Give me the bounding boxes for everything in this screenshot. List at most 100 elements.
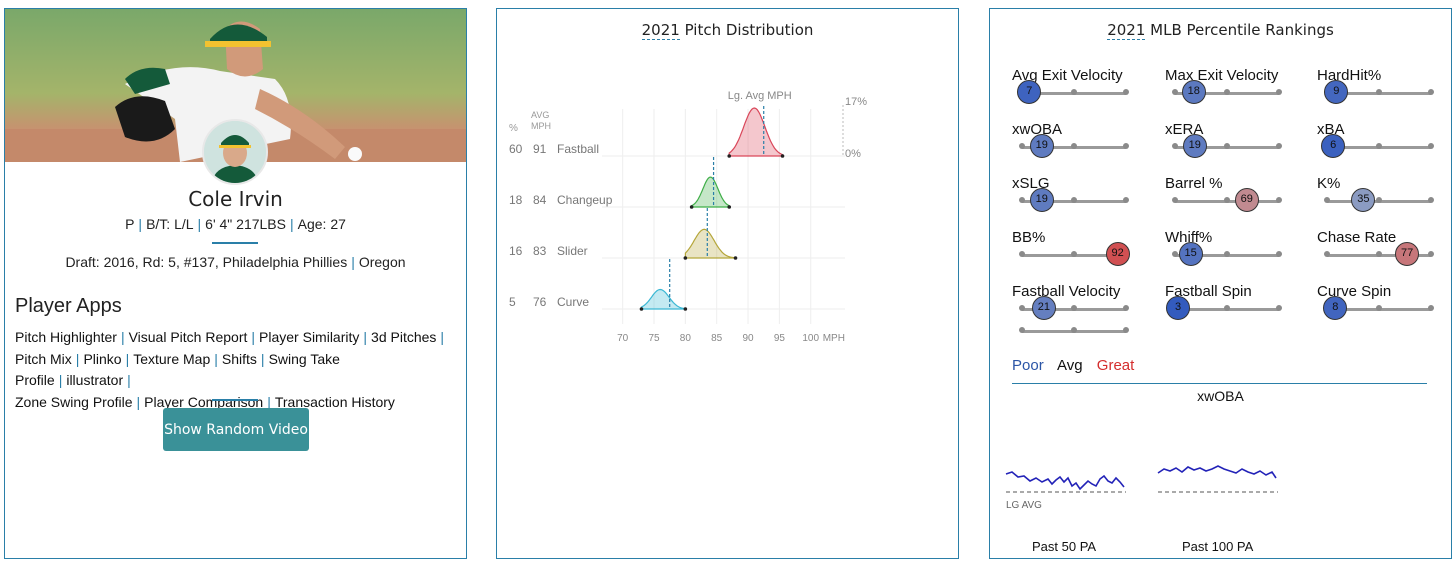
player-bio: P | B/T: L/L | 6' 4" 217LBS | Age: 27 [125, 216, 346, 232]
app-link-player-similarity[interactable]: Player Similarity [259, 329, 360, 345]
x-tick-label: 100 [802, 333, 819, 344]
app-link-visual-pitch-report[interactable]: Visual Pitch Report [128, 329, 248, 345]
percentile-tick [1071, 197, 1077, 203]
player-apps-list: Pitch Highlighter | Visual Pitch Report | Pl… [15, 327, 455, 413]
app-separator: | [136, 393, 141, 410]
percentile-bb-: BB% 92 [1012, 229, 1152, 281]
percentile-tick [1019, 251, 1025, 257]
percentile-fastball-spin: Fastball Spin 3 [1165, 283, 1305, 335]
percentile-xera: xERA 19 [1165, 121, 1305, 173]
percentile-value-dot[interactable]: 77 [1395, 242, 1420, 266]
app-separator: | [125, 350, 130, 367]
percentile-label: xBA [1317, 121, 1345, 138]
app-link-plinko[interactable]: Plinko [83, 350, 122, 367]
percentile-tick [1276, 143, 1282, 149]
percentile-tick [1428, 251, 1434, 257]
percentile-label: Curve Spin [1317, 283, 1392, 300]
pitch-density-curve [640, 288, 686, 310]
percentile-label: Whiff% [1165, 229, 1213, 246]
percentile-value-dot[interactable]: 19 [1182, 134, 1207, 158]
percentile-value-dot[interactable]: 6 [1321, 134, 1346, 158]
pitch-max-point [780, 154, 785, 158]
percentile-label: xERA [1165, 121, 1204, 138]
percentile-value-dot[interactable]: 7 [1017, 80, 1042, 104]
percentile-tick [1376, 89, 1382, 95]
percentile-label: xSLG [1012, 175, 1050, 192]
draft-label: Draft: [65, 254, 100, 270]
percentile-tick [1123, 197, 1129, 203]
app-link-illustrator[interactable]: illustrator [66, 372, 124, 388]
past-100-pa-label: Past 100 PA [1182, 539, 1254, 554]
x-tick-label: 90 [742, 333, 754, 344]
app-link-transaction-history[interactable]: Transaction History [274, 393, 395, 410]
percentile-tick [1376, 143, 1382, 149]
percentile-tick [1428, 305, 1434, 311]
percentile-tick [1172, 89, 1178, 95]
pitch-name: Changeup [557, 193, 613, 207]
app-separator: | [127, 372, 131, 388]
x-tick-label: 70 [617, 333, 629, 344]
percentile-legend: Poor Avg Great [1012, 357, 1144, 374]
percentile-value-dot[interactable]: 3 [1166, 296, 1191, 320]
percentile-value-dot[interactable]: 35 [1351, 188, 1376, 212]
percentile-tick [1123, 305, 1129, 311]
pitch-density-curve [691, 176, 730, 208]
percentile-fastball-velocity: Fastball Velocity 21 [1012, 283, 1152, 335]
app-link-3d-pitches[interactable]: 3d Pitches [371, 329, 437, 345]
percentile-tick [1428, 197, 1434, 203]
pitch-avg-mph: 91 [533, 142, 547, 156]
app-link-swing-take-profile[interactable]: Swing Take Profile [15, 350, 340, 389]
percentile-label: Fastball Spin [1165, 283, 1252, 300]
pitch-year-selector[interactable]: 2021 [641, 21, 680, 40]
percentile-value-dot[interactable]: 21 [1031, 296, 1056, 320]
percentile-year-selector[interactable]: 2021 [1107, 21, 1146, 40]
app-separator: | [260, 350, 265, 367]
app-link-pitch-highlighter[interactable]: Pitch Highlighter [15, 329, 117, 345]
player-age: Age: 27 [297, 216, 346, 232]
percentile-value-dot[interactable]: 92 [1105, 242, 1130, 266]
xwoba-past-50-line [1005, 471, 1125, 491]
pitch-distribution-panel: 2021 Pitch Distribution 60 91 Fastball 18 84… [496, 8, 959, 559]
percentile-value-dot[interactable]: 18 [1181, 80, 1206, 104]
percentile-value-dot[interactable]: 19 [1029, 188, 1054, 212]
percentile-whiff-: Whiff% 15 [1165, 229, 1305, 281]
percentile-value-dot[interactable]: 9 [1324, 80, 1349, 104]
pitch-pct: 5 [509, 295, 516, 309]
x-tick-label: 80 [680, 333, 692, 344]
draft-team: Philadelphia Phillies [222, 254, 348, 270]
percentile-label: Max Exit Velocity [1165, 67, 1279, 84]
xwoba-sparklines: LG AVG [1005, 465, 1278, 511]
percentile-tick [1376, 251, 1382, 257]
pitch-avg-mph: 83 [533, 244, 547, 258]
percentile-barrel-: Barrel % 69 [1165, 175, 1305, 227]
scale-top-label: 17% [845, 96, 867, 108]
percentile-value-dot[interactable]: 69 [1234, 188, 1259, 212]
percentile-label: BB% [1012, 229, 1046, 246]
percentile-label: HardHit% [1317, 67, 1382, 84]
player-height-weight: 6' 4" 217LBS [205, 216, 286, 232]
pitch-name: Slider [557, 244, 588, 258]
show-random-video-button[interactable]: Show Random Video [163, 408, 309, 451]
percentile-tick [1019, 305, 1025, 311]
app-link-texture-map[interactable]: Texture Map [133, 350, 211, 367]
legend-track [1012, 327, 1152, 341]
app-link-zone-swing-profile[interactable]: Zone Swing Profile [15, 393, 133, 410]
pitch-pct: 16 [509, 244, 523, 258]
percentile-value-dot[interactable]: 19 [1029, 134, 1054, 158]
percentile-label: Avg Exit Velocity [1012, 67, 1123, 84]
app-link-pitch-mix[interactable]: Pitch Mix [15, 350, 72, 367]
pitch-distribution-chart: 60 91 Fastball 18 84 Changeup 16 83 Slider 5 76 Cur… [509, 90, 867, 344]
pitch-name: Curve [557, 295, 589, 309]
percentile-value-dot[interactable]: 8 [1323, 296, 1348, 320]
percentile-tick [1071, 305, 1077, 311]
xwoba-title: xwOBA [1197, 388, 1244, 404]
pitch-min-point [639, 307, 644, 311]
percentile-tick [1172, 143, 1178, 149]
percentile-tick [1224, 197, 1230, 203]
percentile-label: xwOBA [1012, 121, 1063, 138]
percentile-tick [1172, 197, 1178, 203]
app-link-player-comparison[interactable]: Player Comparison [144, 393, 264, 410]
app-link-shifts[interactable]: Shifts [221, 350, 257, 367]
player-position: P [125, 216, 135, 232]
percentile-value-dot[interactable]: 15 [1178, 242, 1203, 266]
